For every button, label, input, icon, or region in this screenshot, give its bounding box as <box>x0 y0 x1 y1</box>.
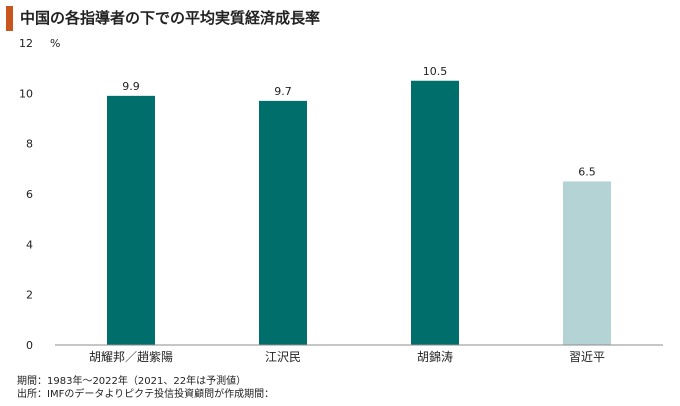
bar <box>259 100 307 345</box>
source-note: 出所：IMFのデータよりピクテ投信投資顧問が作成期間： <box>17 389 275 400</box>
y-tick-label: 2 <box>26 289 33 302</box>
bar-chart: 0 2 4 6 8 10 12 9.9 胡耀邦／趙紫陽 9.7 江沢民 10.5 胡錦涛 6.5 習近平 <box>19 37 663 364</box>
chart-notes: 期間：1983年～2022年（2021、22年は予測値） 出所：IMFのデータよ… <box>17 375 274 401</box>
bar <box>563 181 611 345</box>
bar-value-label: 9.7 <box>274 85 292 98</box>
y-tick-label: 8 <box>26 138 33 151</box>
y-axis-unit-label: % <box>50 37 61 50</box>
bar-value-label: 10.5 <box>423 65 448 78</box>
y-tick-label: 12 <box>19 37 33 50</box>
x-category-label: 習近平 <box>569 350 605 364</box>
x-category-label: 江沢民 <box>265 350 301 364</box>
title-accent-bar <box>6 6 13 31</box>
bar-value-label: 9.9 <box>122 80 140 93</box>
y-tick-label: 10 <box>19 87 33 100</box>
bar-value-label: 6.5 <box>578 165 596 178</box>
chart-title: 中国の各指導者の下での平均実質経済成長率 <box>20 9 321 27</box>
y-tick-label: 6 <box>26 188 33 201</box>
x-category-label: 胡耀邦／趙紫陽 <box>89 349 173 364</box>
y-tick-label: 4 <box>26 238 33 251</box>
x-category-label: 胡錦涛 <box>417 349 453 364</box>
y-tick-label: 0 <box>26 339 33 352</box>
bar <box>411 80 459 345</box>
period-note: 期間：1983年～2022年（2021、22年は予測値） <box>17 376 247 387</box>
bar <box>107 95 155 345</box>
